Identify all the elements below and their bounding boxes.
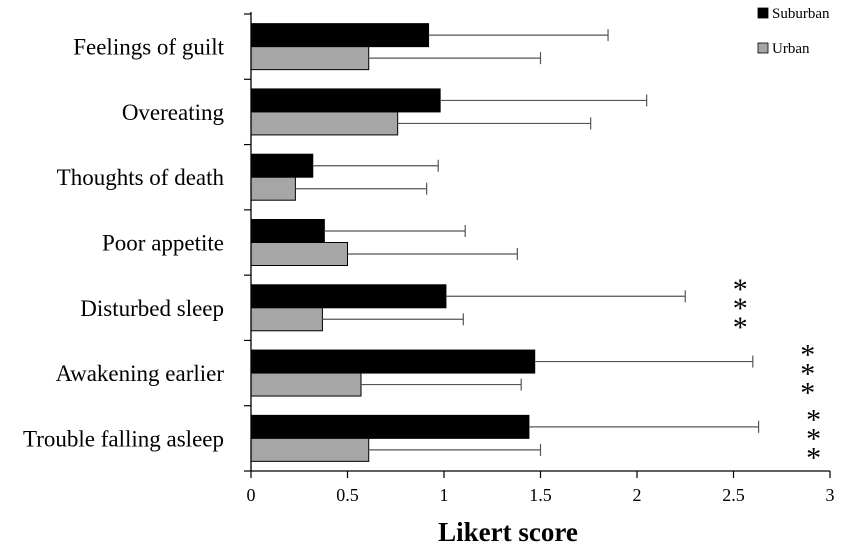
category-label-3: Poor appetite <box>102 231 224 256</box>
legend-label-suburban: Suburban <box>772 6 830 22</box>
x-tick-label-3: 1.5 <box>529 485 552 505</box>
x-tick-label-2: 1 <box>440 485 449 505</box>
bar-urban-4 <box>250 307 323 332</box>
x-tick-label-4: 2 <box>633 485 642 505</box>
category-label-6: Trouble falling asleep <box>23 426 224 451</box>
bar-suburban-2 <box>250 153 314 178</box>
bar-suburban-3 <box>250 219 325 243</box>
bar-urban-3 <box>250 242 348 266</box>
bar-suburban-5 <box>250 349 536 374</box>
bar-urban-6 <box>250 437 370 462</box>
labels-layer: Feelings of guilt Overeating Thoughts of d… <box>23 35 821 475</box>
bar-suburban-6 <box>250 414 530 439</box>
category-label-5: Awakening earlier <box>56 361 225 386</box>
x-tick-label-0: 0 <box>247 485 256 505</box>
significance-annotation-1: * * * <box>800 338 815 409</box>
legend-label-urban: Urban <box>772 41 810 57</box>
axis-layer: 0 0.5 1 1.5 2 2.5 3 <box>244 12 835 505</box>
bar-suburban-1 <box>250 88 441 113</box>
significance-annotation-0: * * * <box>733 273 748 344</box>
x-tick-label-1: 0.5 <box>336 485 359 505</box>
x-axis-title: Likert score <box>438 517 578 547</box>
bar-suburban-4 <box>250 284 447 309</box>
bar-urban-5 <box>250 372 362 397</box>
bar-urban-2 <box>250 176 296 201</box>
x-tick-label-5: 2.5 <box>722 485 745 505</box>
bar-urban-0 <box>250 46 370 71</box>
category-label-0: Feelings of guilt <box>73 35 224 60</box>
bars-layer <box>250 23 760 462</box>
category-label-2: Thoughts of death <box>57 165 225 190</box>
bar-suburban-0 <box>250 23 430 48</box>
category-label-1: Overeating <box>122 100 225 125</box>
legend: Suburban Urban <box>757 6 830 57</box>
bar-urban-1 <box>250 111 399 136</box>
category-label-4: Disturbed sleep <box>80 296 224 321</box>
significance-annotation-2: * * * <box>806 404 821 475</box>
x-tick-label-6: 3 <box>826 485 835 505</box>
legend-swatch-urban <box>757 42 769 54</box>
legend-swatch-suburban <box>757 7 769 19</box>
